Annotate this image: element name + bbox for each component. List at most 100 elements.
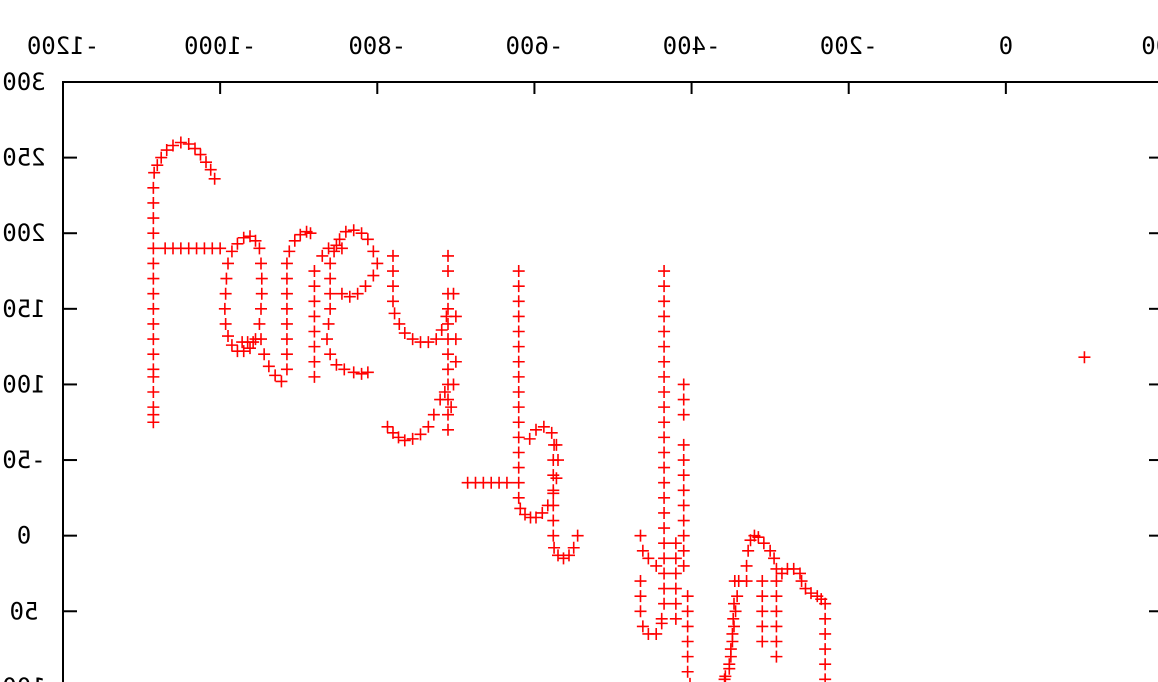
data-point [322, 317, 335, 330]
data-point [563, 549, 575, 562]
data-point [280, 317, 293, 330]
data-point [442, 423, 454, 436]
data-point [756, 620, 769, 633]
data-point [548, 438, 561, 451]
data-point [669, 582, 682, 595]
data-point [387, 280, 399, 293]
data-point [253, 242, 266, 255]
data-point [677, 438, 690, 451]
data-point [355, 227, 368, 240]
data-point [512, 431, 525, 444]
data-point [236, 336, 249, 349]
x-tick-label: -200 [820, 32, 878, 60]
data-point [500, 476, 513, 489]
data-point [182, 138, 195, 150]
data-point [449, 310, 462, 323]
data-point [634, 605, 647, 618]
data-point [347, 224, 360, 237]
data-point [658, 386, 671, 398]
data-point [387, 249, 399, 262]
data-point [330, 358, 343, 371]
data-point [147, 302, 160, 315]
data-point [253, 317, 266, 330]
data-point [642, 552, 655, 565]
x-tick-label: 200 [1141, 32, 1158, 60]
data-point [280, 287, 293, 300]
data-point [752, 531, 765, 544]
data-point [658, 567, 671, 580]
data-point [258, 348, 271, 361]
data-point [262, 360, 275, 373]
data-point [512, 416, 525, 429]
data-point [768, 552, 781, 565]
data-point [512, 491, 525, 504]
y-tick-label: -50 [2, 446, 45, 474]
data-point [514, 502, 527, 515]
data-point [512, 295, 525, 308]
data-point [430, 333, 443, 346]
data-point [147, 287, 160, 300]
data-point [398, 327, 411, 340]
data-point [308, 355, 321, 368]
data-point [658, 370, 671, 383]
data-point [222, 257, 234, 270]
data-point [414, 428, 427, 441]
data-point [677, 499, 690, 512]
data-point [658, 340, 671, 353]
data-point [387, 295, 399, 308]
data-point [634, 575, 647, 588]
data-point [658, 265, 671, 278]
data-point [330, 239, 343, 252]
data-point [280, 257, 293, 270]
data-point [677, 408, 690, 421]
data-point [719, 670, 732, 682]
data-point [218, 302, 231, 315]
data-point [335, 242, 348, 255]
data-point [422, 420, 435, 433]
data-point [547, 499, 560, 512]
data-point [557, 552, 570, 565]
data-point [355, 367, 368, 380]
data-point [757, 537, 770, 550]
data-point [147, 212, 160, 225]
data-point [434, 393, 447, 406]
data-point [442, 302, 454, 315]
data-point [204, 163, 217, 176]
data-point [756, 605, 769, 618]
data-point [677, 559, 690, 572]
data-point [742, 544, 755, 557]
data-point [222, 330, 234, 343]
data-point [294, 228, 307, 241]
data-point [677, 393, 690, 406]
data-point [658, 401, 671, 414]
data-point [280, 333, 293, 346]
data-point [728, 620, 740, 633]
data-point [756, 590, 769, 603]
data-point [547, 454, 560, 467]
data-point [681, 650, 694, 663]
data-point [658, 476, 671, 489]
data-point [442, 265, 454, 278]
data-point [634, 590, 647, 603]
y-tick-label: 0 [17, 522, 31, 550]
data-point [367, 269, 380, 282]
data-point [681, 620, 694, 633]
data-points [147, 136, 1091, 682]
data-point [308, 265, 321, 278]
data-point [658, 355, 671, 368]
data-point [530, 423, 542, 436]
data-point [361, 366, 374, 379]
data-point [280, 348, 293, 361]
data-point [147, 196, 160, 209]
data-point [729, 605, 742, 618]
data-point [147, 363, 160, 376]
data-point [512, 370, 525, 383]
data-point [324, 348, 337, 361]
data-point [147, 416, 160, 429]
tick-labels: -1200 -1000 -800 -600 -400 -200 0 200 300 250 200 1… [2, 32, 1158, 682]
data-point [819, 673, 832, 682]
data-point [512, 461, 525, 474]
data-point [547, 514, 560, 527]
data-point [442, 348, 454, 361]
data-point [770, 605, 783, 618]
